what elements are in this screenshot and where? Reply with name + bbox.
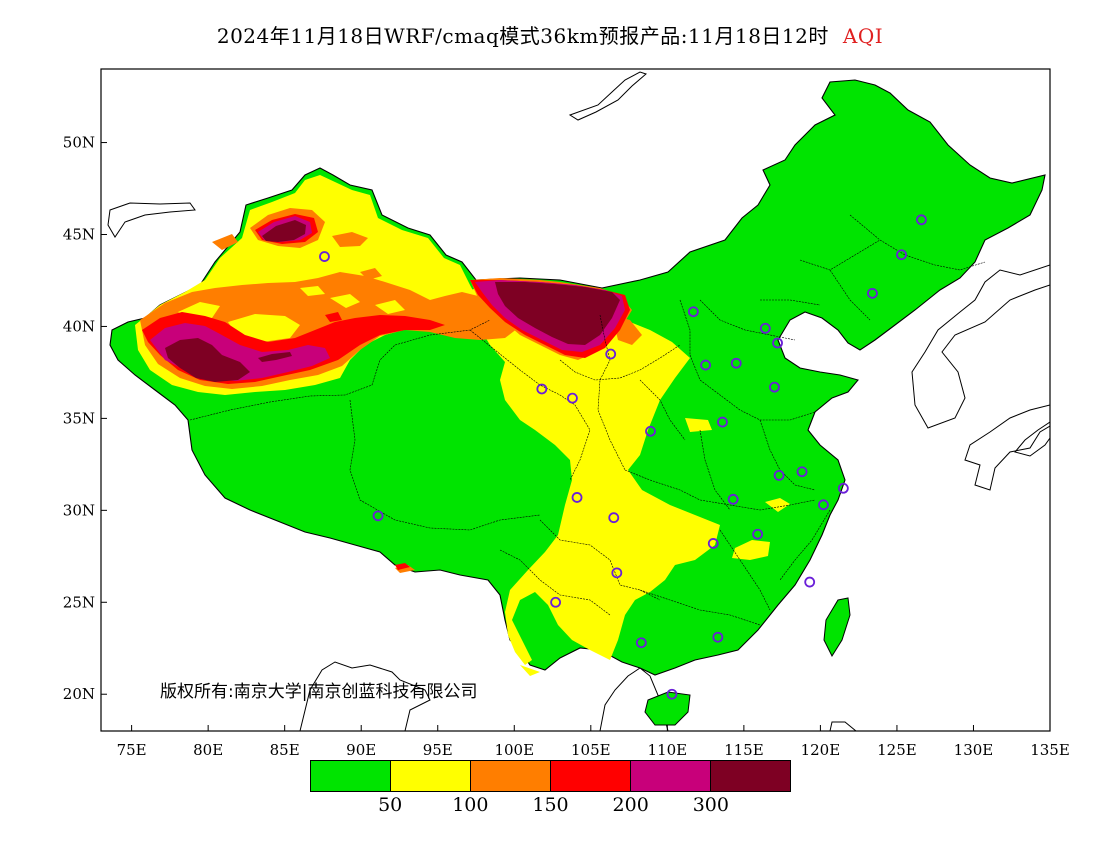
city-station-marker xyxy=(796,466,808,478)
city-station-marker xyxy=(645,425,656,437)
map-title: 2024年11月18日WRF/cmaq模式36km预报产品:11月18日12时 A… xyxy=(0,20,1100,49)
legend-label: 300 xyxy=(692,794,729,816)
lon-tick-label: 135E xyxy=(1030,741,1070,759)
city-station-marker xyxy=(712,631,724,643)
legend-swatch xyxy=(711,761,790,791)
city-station-marker xyxy=(717,416,728,428)
lon-tick-label: 105E xyxy=(571,741,611,759)
city-station-marker xyxy=(916,214,927,226)
city-station-marker xyxy=(837,482,849,494)
title-variable: AQI xyxy=(842,24,884,48)
city-station-marker xyxy=(571,492,583,503)
hainan-island xyxy=(644,691,691,726)
aqi-color-legend xyxy=(310,760,791,792)
lat-tick-label: 30N xyxy=(63,501,95,519)
legend-swatch xyxy=(551,761,631,791)
legend-swatch xyxy=(631,761,711,791)
city-station-marker xyxy=(773,469,785,481)
lon-tick-label: 130E xyxy=(954,741,994,759)
city-station-marker xyxy=(605,348,617,360)
city-station-marker xyxy=(635,637,647,649)
city-station-marker xyxy=(896,249,907,261)
taiwan-island xyxy=(823,597,851,658)
legend-label: 50 xyxy=(378,794,403,816)
lat-tick-label: 50N xyxy=(63,134,95,152)
lon-tick-label: 90E xyxy=(346,741,376,759)
longitude-axis: 75E 80E 85E 90E 95E 100E 105E 110E 115E 120E 125E 1… xyxy=(117,725,1070,759)
lat-tick-label: 40N xyxy=(63,317,95,335)
city-station-marker xyxy=(752,528,764,540)
lat-tick-label: 20N xyxy=(63,685,95,703)
lat-tick-label: 25N xyxy=(63,593,95,611)
city-station-marker xyxy=(536,383,548,395)
map-frame xyxy=(100,68,1051,732)
latitude-axis: 50N 45N 40N 35N 30N 25N 20N xyxy=(63,134,107,703)
lat-tick-label: 45N xyxy=(63,226,95,244)
map-content xyxy=(107,71,1050,731)
lon-tick-label: 75E xyxy=(117,741,147,759)
city-station-marker xyxy=(818,499,829,511)
lon-tick-label: 115E xyxy=(724,741,764,759)
title-main: 2024年11月18日WRF/cmaq模式36km预报产品:11月18日12时 xyxy=(216,24,829,48)
city-station-marker xyxy=(567,392,578,404)
city-station-marker xyxy=(730,357,742,369)
lat-tick-label: 35N xyxy=(63,409,95,427)
city-station-marker xyxy=(769,381,780,393)
city-station-marker xyxy=(772,337,783,349)
legend-swatch xyxy=(471,761,551,791)
lon-tick-label: 95E xyxy=(423,741,453,759)
city-station-marker xyxy=(727,493,739,505)
city-station-marker xyxy=(611,567,623,579)
city-station-marker xyxy=(759,322,771,334)
legend-label: 200 xyxy=(612,794,649,816)
legend-swatch xyxy=(391,761,471,791)
city-station-marker xyxy=(608,512,620,524)
city-station-marker xyxy=(319,251,330,262)
city-station-marker xyxy=(804,576,816,588)
province-boundaries xyxy=(189,214,986,626)
legend-label: 100 xyxy=(452,794,489,816)
city-station-marker xyxy=(707,538,719,549)
city-station-marker xyxy=(687,306,699,318)
lon-tick-label: 120E xyxy=(801,741,841,759)
aqi-hazardous-areas xyxy=(165,220,620,382)
legend-swatch xyxy=(311,761,391,791)
city-station-markers xyxy=(319,214,927,700)
lon-tick-label: 85E xyxy=(270,741,300,759)
copyright-text: 版权所有:南京大学|南京创蓝科技有限公司 xyxy=(160,682,477,702)
lon-tick-label: 80E xyxy=(193,741,223,759)
city-station-marker xyxy=(700,359,712,371)
city-station-marker xyxy=(550,596,562,608)
lon-tick-label: 100E xyxy=(494,741,534,759)
city-station-marker xyxy=(372,510,384,522)
city-station-marker xyxy=(867,287,878,299)
lon-tick-label: 110E xyxy=(648,741,688,759)
lon-tick-label: 125E xyxy=(877,741,917,759)
legend-label: 150 xyxy=(532,794,569,816)
city-station-marker xyxy=(666,688,678,700)
